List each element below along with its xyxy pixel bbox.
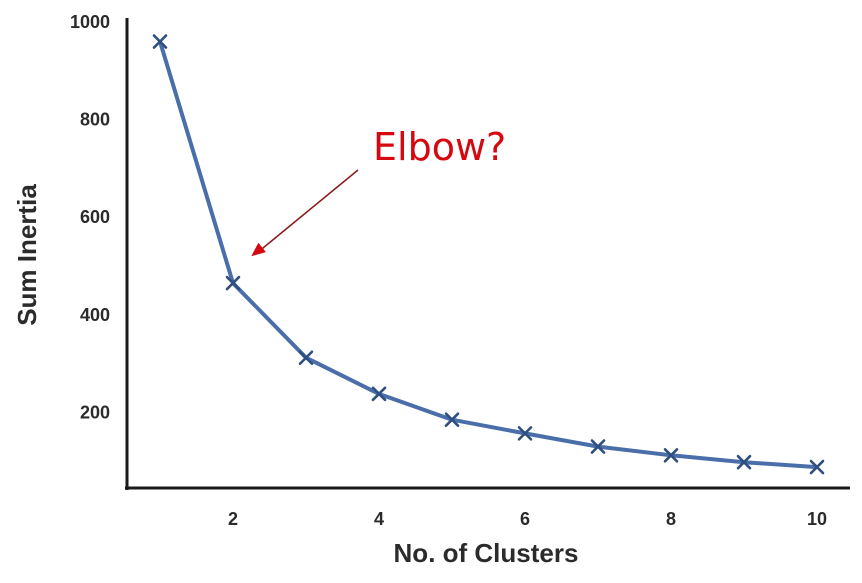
x-tick-label: 8 [666, 509, 676, 529]
y-tick-label: 200 [80, 402, 110, 422]
x-axis-title: No. of Clusters [394, 538, 579, 568]
series-line-inertia [158, 40, 818, 470]
data-point-marker [590, 439, 606, 454]
y-tick-label: 400 [80, 305, 110, 325]
data-point-marker [371, 386, 387, 402]
data-point-marker [225, 275, 241, 291]
data-point-marker [663, 448, 679, 463]
data-point-marker [152, 34, 168, 49]
axes [125, 18, 850, 490]
annotation-arrow-head [251, 242, 266, 257]
x-tick-label: 6 [520, 509, 530, 529]
y-tick-label: 1000 [70, 12, 110, 32]
annotation-arrow-line [259, 169, 359, 251]
y-axis-title: Sum Inertia [12, 184, 42, 326]
elbow-annotation: Elbow? [251, 125, 506, 257]
data-point-marker [809, 459, 825, 475]
y-tick-labels: 200 400 600 800 1000 [70, 12, 110, 422]
data-markers [152, 34, 825, 475]
data-point-marker [298, 350, 314, 366]
data-point-marker [736, 454, 752, 470]
y-tick-label: 600 [80, 207, 110, 227]
x-tick-label: 4 [374, 509, 384, 529]
data-point-marker [517, 426, 533, 441]
x-tick-label: 2 [228, 509, 238, 529]
x-tick-labels: 2 4 6 8 10 [228, 509, 827, 529]
annotation-text: Elbow? [373, 125, 506, 169]
data-point-marker [444, 412, 460, 428]
y-tick-label: 800 [80, 110, 110, 130]
x-tick-label: 10 [807, 509, 827, 529]
